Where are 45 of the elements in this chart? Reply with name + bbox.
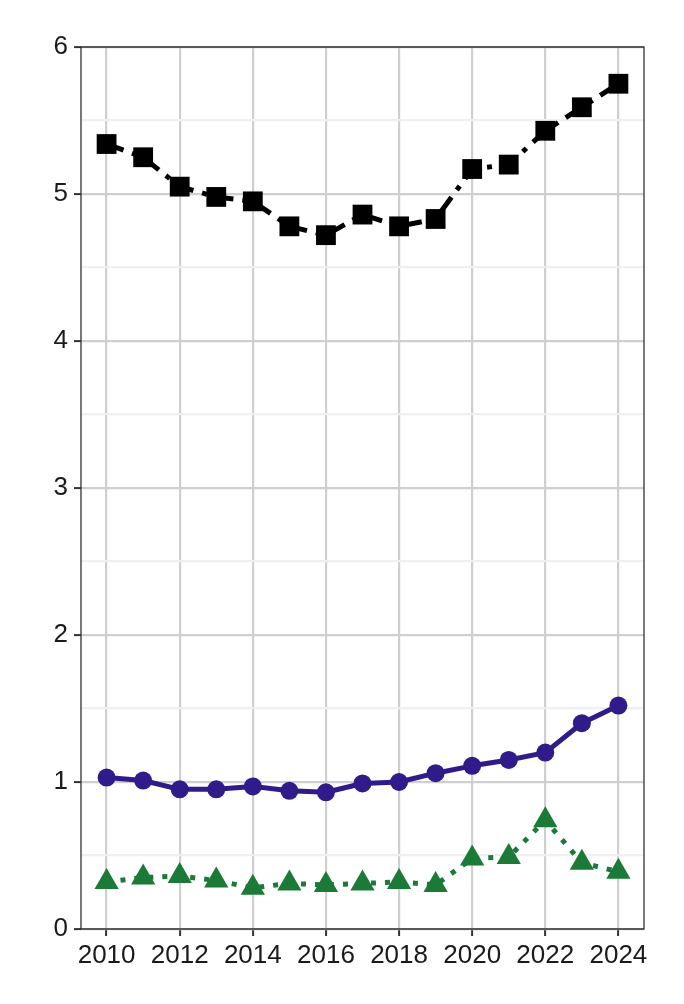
point — [169, 176, 190, 197]
point — [352, 204, 373, 225]
y-tick-label: 4 — [53, 324, 68, 355]
point — [316, 225, 336, 246]
point — [279, 216, 300, 237]
y-tick-label: 0 — [53, 912, 68, 943]
y-tick-label: 6 — [53, 30, 68, 61]
x-tick-label: 2024 — [589, 938, 648, 969]
point — [206, 187, 227, 207]
x-tick-label: 2010 — [77, 938, 136, 969]
y-tick-label: 1 — [53, 765, 68, 796]
point — [533, 806, 558, 828]
point — [571, 97, 592, 118]
point — [425, 209, 446, 229]
y-tick-label: 5 — [53, 177, 68, 208]
point — [386, 867, 412, 889]
point — [389, 216, 409, 237]
x-tick-label: 2012 — [150, 938, 209, 969]
point — [606, 857, 631, 879]
point — [204, 866, 229, 888]
point — [131, 863, 156, 885]
point — [96, 134, 117, 154]
point — [94, 867, 119, 889]
point — [277, 869, 302, 891]
point — [133, 147, 154, 168]
x-tick-label: 2022 — [516, 938, 575, 969]
point — [608, 73, 629, 94]
point — [496, 842, 521, 864]
x-tick-label: 2020 — [443, 938, 502, 969]
point — [569, 848, 594, 870]
y-tick-label: 2 — [53, 618, 68, 649]
y-tick-label: 3 — [53, 471, 68, 502]
x-tick-label: 2018 — [370, 938, 428, 969]
point — [242, 191, 263, 212]
point — [535, 120, 556, 141]
point — [350, 869, 375, 891]
point — [498, 154, 519, 175]
point — [462, 159, 483, 179]
point — [313, 870, 339, 892]
point — [167, 862, 192, 884]
point — [240, 873, 265, 895]
x-tick-label: 2016 — [297, 938, 355, 969]
x-tick-label: 2014 — [223, 938, 282, 969]
point — [460, 844, 485, 866]
point — [423, 870, 448, 892]
